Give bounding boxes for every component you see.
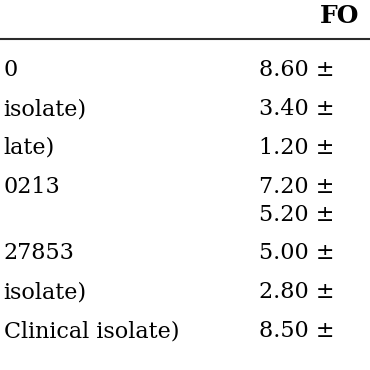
- Text: 5.00 ±: 5.00 ±: [259, 242, 334, 265]
- Text: 0: 0: [4, 59, 18, 81]
- Text: Clinical isolate): Clinical isolate): [4, 320, 179, 342]
- Text: 5.20 ±: 5.20 ±: [259, 204, 334, 226]
- Text: 27853: 27853: [4, 242, 75, 265]
- Text: 2.80 ±: 2.80 ±: [259, 281, 334, 303]
- Text: 8.60 ±: 8.60 ±: [259, 59, 334, 81]
- Text: FO: FO: [320, 4, 360, 27]
- Text: 7.20 ±: 7.20 ±: [259, 176, 334, 198]
- Text: 1.20 ±: 1.20 ±: [259, 137, 334, 159]
- Text: late): late): [4, 137, 55, 159]
- Text: 0213: 0213: [4, 176, 60, 198]
- Text: 3.40 ±: 3.40 ±: [259, 98, 334, 120]
- Text: isolate): isolate): [4, 281, 87, 303]
- Text: isolate): isolate): [4, 98, 87, 120]
- Text: 8.50 ±: 8.50 ±: [259, 320, 334, 342]
